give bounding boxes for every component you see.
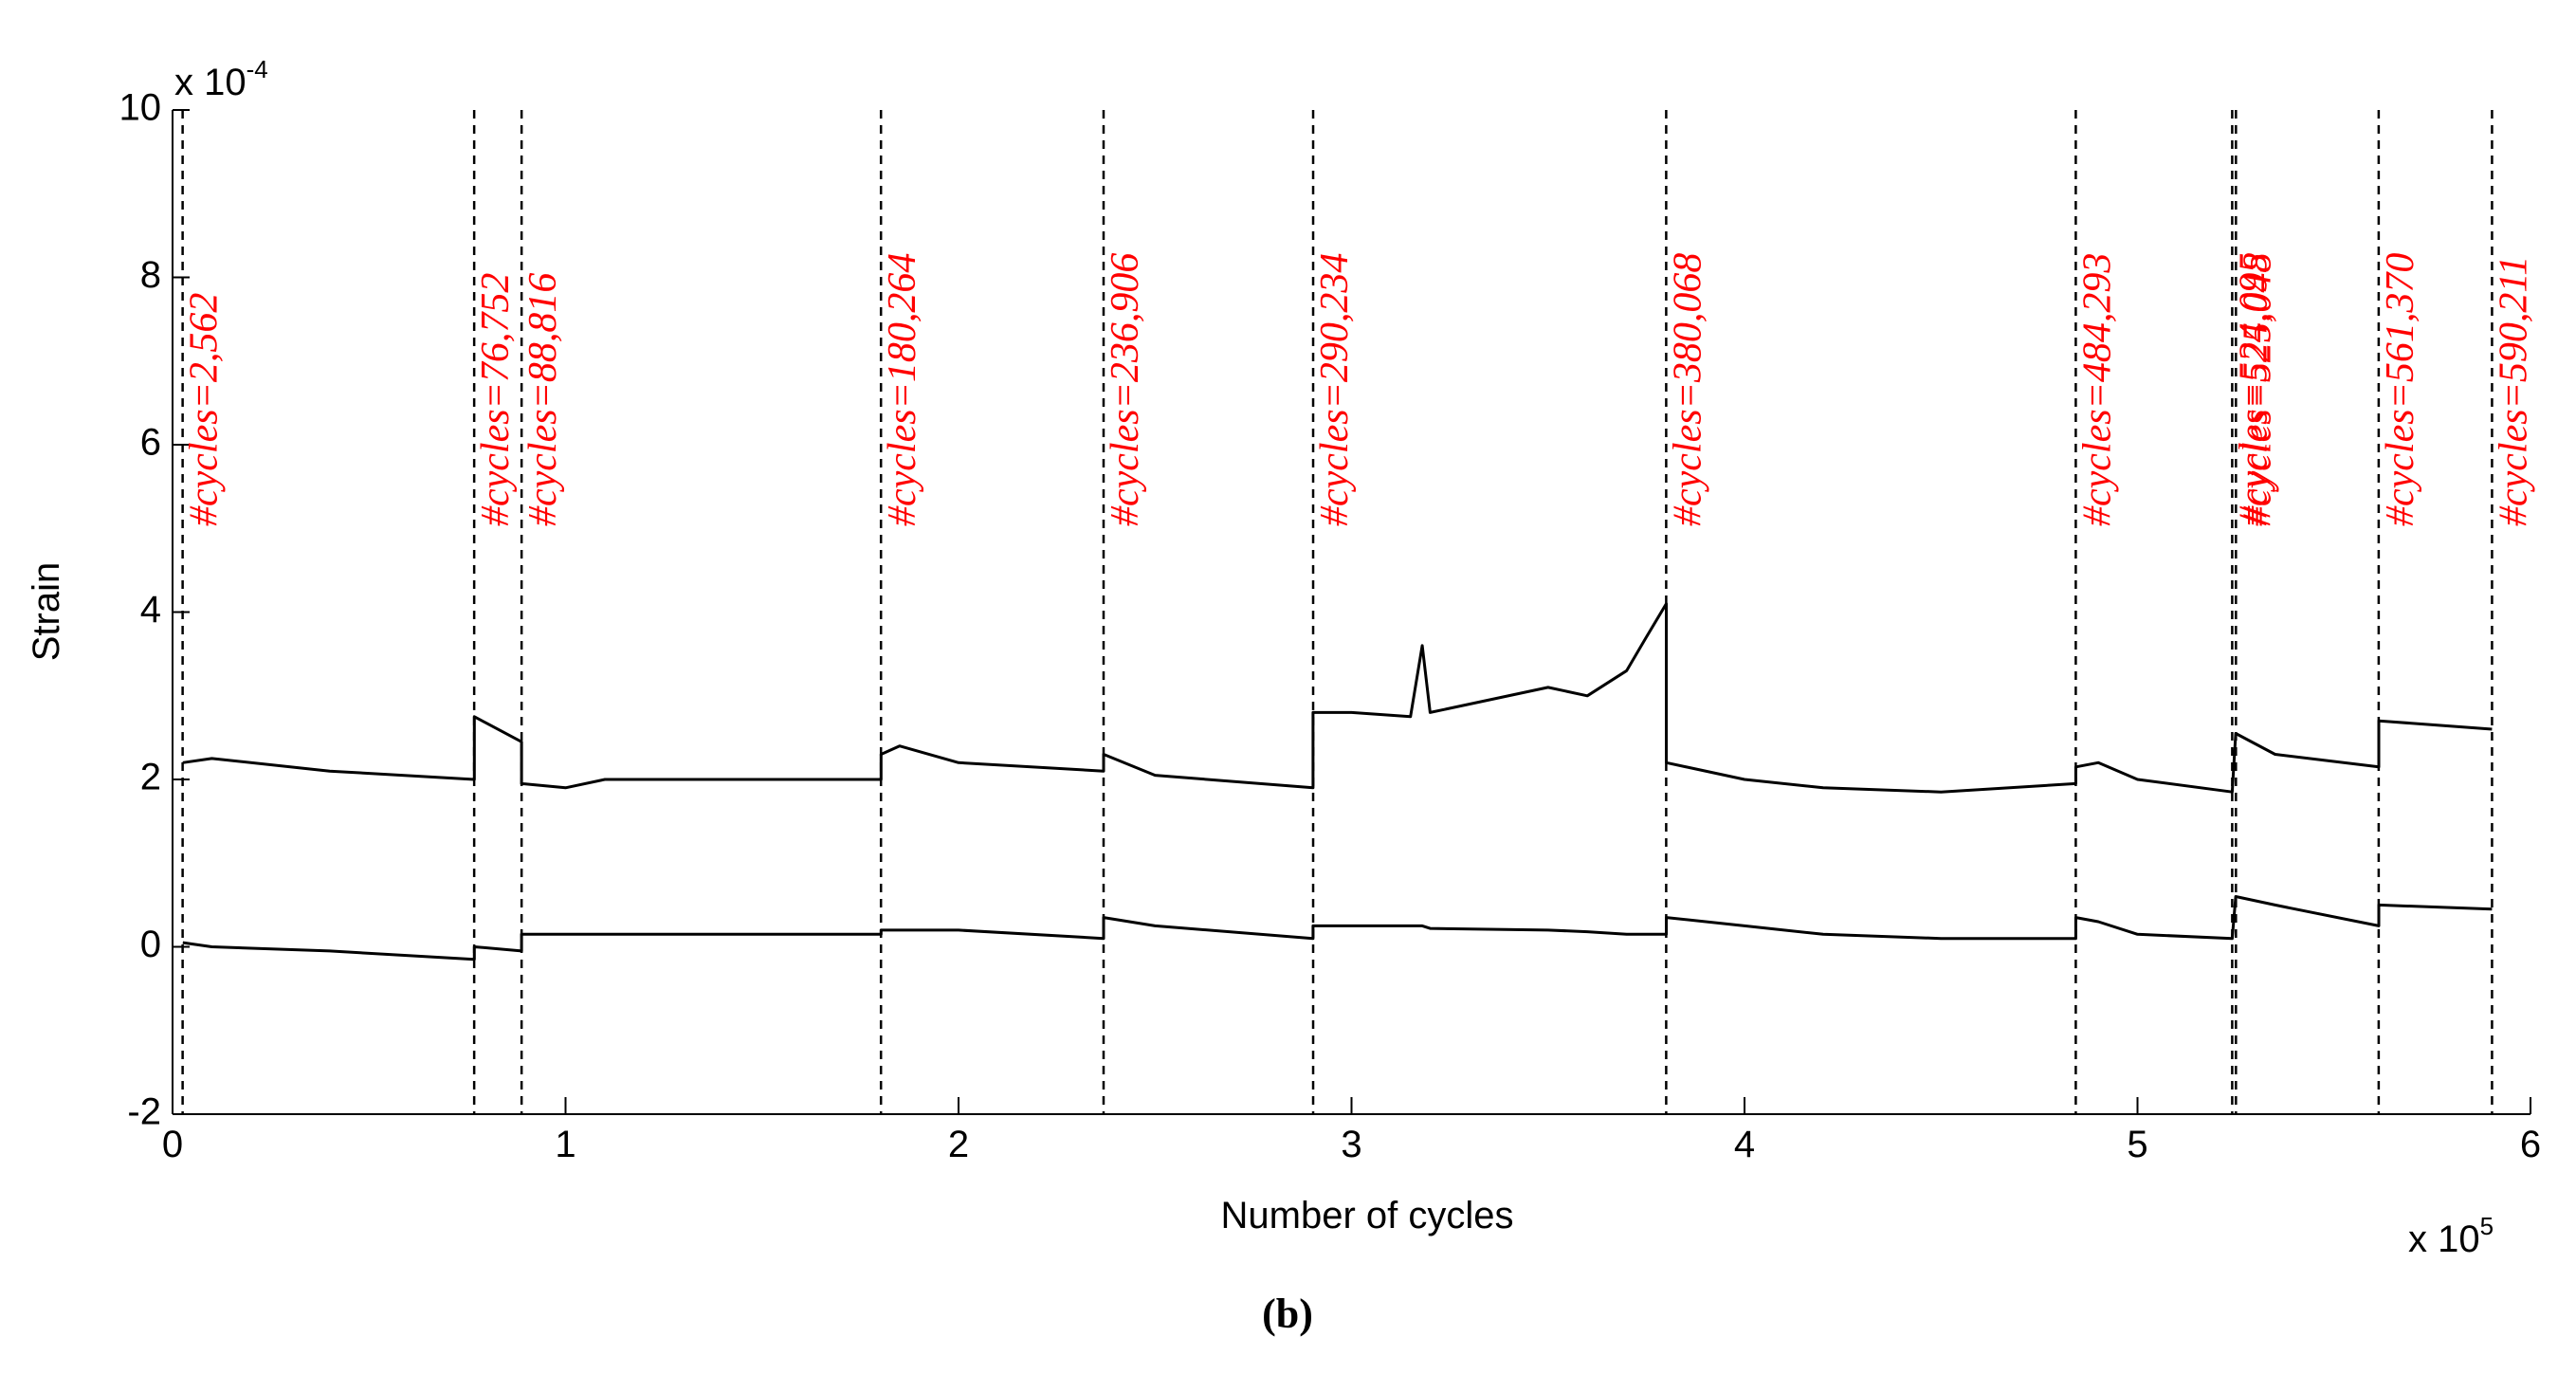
x-tick-label: 1 [555, 1124, 575, 1165]
data-line [182, 602, 2493, 794]
y-tick-label: 6 [140, 422, 161, 464]
annotation-label: #cycles=525,048 [2236, 253, 2279, 526]
y-axis-label: Strain [26, 562, 67, 662]
x-tick-label: 3 [1341, 1124, 1361, 1165]
x-multiplier-exponent: 5 [2480, 1212, 2494, 1240]
x-axis-label: Number of cycles [1221, 1195, 1514, 1236]
x-tick-label: 4 [1734, 1124, 1755, 1165]
data-line [182, 895, 2493, 962]
annotation-label: #cycles=380,068 [1666, 253, 1709, 526]
x-multiplier: x 105 [2408, 1212, 2494, 1260]
annotation-label: #cycles=561,370 [2379, 253, 2422, 526]
x-multiplier-base: x 10 [2408, 1218, 2480, 1260]
y-tick-label: 2 [140, 757, 161, 798]
annotation-label: #cycles=76,752 [474, 273, 518, 526]
annotation-label: #cycles=590,211 [2492, 256, 2535, 526]
y-tick-label: -2 [127, 1091, 161, 1133]
y-multiplier-base: x 10 [174, 62, 247, 103]
y-multiplier: x 10-4 [174, 55, 268, 103]
y-tick-label: 4 [140, 589, 161, 631]
annotation-label: #cycles=484,293 [2075, 253, 2119, 526]
x-tick-label: 5 [2127, 1124, 2147, 1165]
annotation-label: #cycles=290,234 [1313, 253, 1357, 526]
annotation-label: #cycles=2,562 [183, 293, 227, 526]
y-tick-label: 10 [119, 87, 162, 129]
annotation-label: #cycles=88,816 [521, 273, 565, 526]
annotation-label: #cycles=236,906 [1104, 253, 1147, 526]
annotation-label: #cycles=524,095 [2232, 253, 2275, 526]
annotation-label: #cycles=180,264 [881, 253, 924, 526]
y-tick-label: 8 [140, 254, 161, 296]
x-tick-label: 2 [948, 1124, 969, 1165]
caption: (b) [1262, 1291, 1313, 1337]
x-tick-label: 0 [162, 1124, 183, 1165]
x-tick-label: 6 [2520, 1124, 2541, 1165]
y-tick-label: 0 [140, 924, 161, 965]
y-multiplier-exponent: -4 [247, 55, 268, 83]
